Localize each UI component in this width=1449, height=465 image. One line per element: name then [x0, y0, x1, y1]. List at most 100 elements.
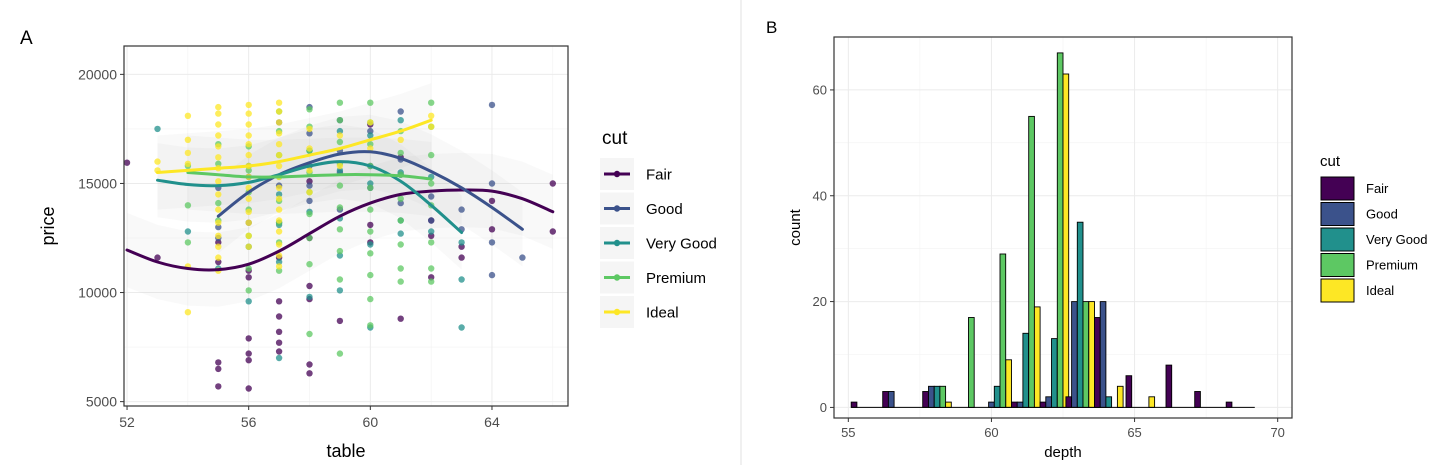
bar-fair — [922, 391, 929, 408]
point-premium — [397, 217, 404, 224]
point-fair — [215, 383, 222, 390]
point-premium — [367, 184, 374, 191]
point-ideal — [428, 112, 435, 120]
point-ideal — [275, 184, 283, 191]
point-good — [215, 223, 222, 231]
legend-label-fair: Fair — [1366, 181, 1389, 196]
legend-key-point-ideal — [613, 308, 621, 316]
x-tick-label-b: 70 — [1270, 425, 1284, 440]
bar-ideal — [1088, 301, 1095, 408]
point-premium — [336, 204, 344, 211]
point-fair — [154, 254, 161, 261]
point-fair — [549, 228, 556, 235]
point-fair — [367, 221, 374, 229]
x-tick-label-b: 60 — [984, 425, 998, 440]
point-ideal — [275, 162, 283, 170]
y-axis-title-b: count — [787, 208, 804, 246]
legend-label-premium: Premium — [1366, 258, 1418, 273]
point-ideal — [245, 208, 252, 215]
bar-ideal — [1005, 359, 1012, 408]
point-ideal — [245, 141, 252, 148]
bar-fair — [1165, 364, 1173, 408]
legend-key-point-fair — [613, 170, 621, 178]
point-premium — [367, 228, 374, 235]
panel-letter-a: A — [20, 28, 33, 49]
point-ideal — [275, 263, 283, 270]
point-fair — [306, 361, 313, 368]
legend-key-point-premium — [613, 274, 621, 281]
panel-a: A 52 56 60 64 5000 10000 15000 20000 table price cu… — [20, 28, 717, 461]
bar-premium — [939, 385, 947, 408]
point-premium — [336, 350, 344, 357]
point-premium — [428, 278, 435, 285]
point-very-good — [458, 324, 465, 331]
point-premium — [306, 210, 313, 218]
point-premium — [367, 99, 374, 106]
point-good — [306, 130, 313, 137]
point-very-good — [245, 298, 252, 305]
point-ideal — [275, 252, 283, 259]
bar-ideal — [945, 401, 952, 408]
bar-ideal — [1062, 73, 1070, 408]
point-premium — [367, 271, 374, 279]
bar-premium — [1028, 115, 1035, 408]
legend-key-point-good — [613, 205, 621, 212]
bar-very-good — [933, 385, 941, 408]
x-tick-label-b: 55 — [841, 425, 855, 440]
point-ideal — [275, 108, 283, 115]
legend-label-premium: Premium — [646, 270, 706, 287]
legend-title-a: cut — [602, 128, 628, 149]
point-fair — [275, 313, 283, 320]
point-ideal — [184, 149, 192, 157]
point-ideal — [215, 219, 222, 226]
bar-fair — [1225, 401, 1233, 408]
point-fair — [245, 357, 252, 364]
point-fair — [397, 315, 404, 322]
point-fair — [306, 370, 313, 377]
y-tick-label-b: 20 — [813, 294, 827, 309]
point-fair — [336, 317, 344, 325]
point-good — [488, 180, 496, 187]
bar-good — [1045, 396, 1052, 408]
bar-fair — [1011, 401, 1018, 408]
point-premium — [367, 322, 374, 329]
legend-key-point-very-good — [613, 239, 621, 247]
point-fair — [549, 180, 556, 187]
point-ideal — [215, 243, 222, 250]
point-ideal — [306, 189, 313, 196]
bar-premium — [1082, 301, 1090, 408]
point-premium — [336, 226, 344, 233]
point-good — [519, 254, 526, 261]
point-ideal — [306, 145, 313, 152]
point-fair — [245, 385, 252, 392]
point-ideal — [245, 110, 252, 117]
point-fair — [275, 348, 283, 355]
y-tick-label-a: 10000 — [78, 285, 117, 301]
point-ideal — [275, 141, 283, 148]
bar-ideal — [1116, 385, 1124, 408]
point-good — [397, 199, 404, 207]
point-very-good — [154, 125, 161, 133]
point-ideal — [245, 132, 252, 139]
y-tick-label-a: 5000 — [86, 394, 117, 410]
point-good — [428, 217, 435, 224]
point-very-good — [458, 276, 465, 283]
point-fair — [306, 282, 313, 290]
point-fair — [245, 335, 252, 342]
panel-b: B 55 60 65 70 0 20 40 60 depth count cut Fair Good Ver… — [766, 18, 1427, 461]
point-premium — [336, 276, 344, 283]
bar-fair — [1125, 375, 1133, 408]
x-tick-label-a: 52 — [119, 414, 135, 430]
point-ideal — [306, 167, 313, 174]
point-ideal — [275, 99, 283, 106]
point-premium — [215, 199, 222, 207]
bar-ideal — [1148, 396, 1156, 408]
bar-ideal — [1033, 306, 1041, 408]
point-very-good — [336, 252, 344, 259]
legend-label-very-good: Very Good — [1366, 232, 1427, 247]
point-ideal — [275, 130, 283, 137]
point-fair — [458, 254, 465, 261]
point-good — [488, 271, 496, 279]
x-axis-title-a: table — [326, 441, 365, 461]
point-premium — [428, 239, 435, 246]
